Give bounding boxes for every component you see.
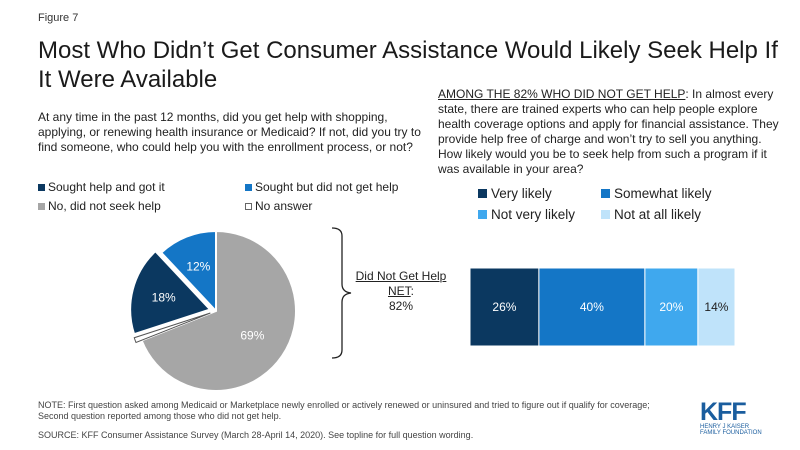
legend-swatch: [601, 189, 610, 198]
legend-item-did-not-seek: No, did not seek help: [38, 199, 161, 213]
pie-label: 69%: [240, 329, 264, 343]
pie-slice-sought-help-and-got-it: [130, 249, 212, 336]
legend-swatch: [245, 183, 252, 191]
bar-segment-not-very-likely: [644, 268, 699, 347]
pie-slice-sought-but-did-not-get-help: [159, 229, 217, 314]
net-label-colon: :: [410, 284, 414, 298]
bar-segment-somewhat-likely: [538, 268, 646, 347]
bar-segment-not-at-all-likely: [697, 268, 736, 347]
net-label-value: 82%: [388, 299, 414, 313]
legend-label: Not at all likely: [614, 207, 702, 222]
net-label-line2: NET: [387, 284, 411, 298]
net-label: Did Not Get Help NET: 82%: [346, 269, 456, 314]
bar-label: 40%: [580, 300, 604, 314]
pie-slice-no-did-not-seek-help: [140, 229, 297, 392]
legend-swatch: [38, 202, 45, 210]
bar-label: 20%: [659, 300, 683, 314]
pie-label: 18%: [152, 291, 176, 305]
legend-item-very-likely: Very likely: [478, 186, 552, 201]
figure-label: Figure 7: [38, 12, 79, 24]
legend-label: No answer: [255, 199, 313, 213]
kff-subtitle: HENRY J KAISER FAMILY FOUNDATION: [700, 424, 770, 436]
legend-swatch: [38, 183, 45, 191]
chart-title: Most Who Didn’t Get Consumer Assistance …: [38, 37, 778, 93]
left-question: At any time in the past 12 months, did y…: [38, 110, 421, 154]
net-label-line2-wrap: NET:: [346, 284, 456, 299]
legend-label: Sought but did not get help: [255, 180, 399, 194]
legend-swatch: [601, 210, 610, 219]
legend-label: Not very likely: [491, 207, 576, 222]
legend-label: Very likely: [491, 186, 552, 201]
legend-item-not-at-all-likely: Not at all likely: [601, 207, 701, 222]
net-label-line1: Did Not Get Help: [355, 269, 447, 283]
kff-subtitle-line2: FAMILY FOUNDATION: [700, 430, 762, 436]
stacked-bar-chart: 26% 40% 20% 14%: [470, 268, 736, 347]
pie-label: 12%: [186, 259, 210, 273]
source: SOURCE: KFF Consumer Assistance Survey (…: [38, 430, 474, 440]
legend-swatch: [478, 189, 487, 198]
bar-label: 14%: [704, 300, 728, 314]
legend-swatch: [478, 210, 487, 219]
legend-label: Somewhat likely: [614, 186, 712, 201]
right-question: AMONG THE 82% WHO DID NOT GET HELP: In a…: [438, 87, 788, 177]
pie-slice-no-answer: [133, 312, 211, 344]
legend-item-somewhat-likely: Somewhat likely: [601, 186, 712, 201]
legend-swatch: [245, 202, 252, 210]
legend-label: No, did not seek help: [48, 199, 161, 213]
legend-item-no-answer: No answer: [245, 199, 312, 213]
legend-label: Sought help and got it: [48, 180, 165, 194]
legend-item-sought-not-got: Sought but did not get help: [245, 180, 398, 194]
pie-chart: 18% 12% 69%: [130, 227, 352, 392]
kff-subtitle-line1: HENRY J KAISER: [700, 424, 750, 430]
bracket: [331, 227, 352, 359]
right-question-lead: AMONG THE 82% WHO DID NOT GET HELP: [438, 87, 686, 101]
legend-item-sought-got: Sought help and got it: [38, 180, 165, 194]
note: NOTE: First question asked among Medicai…: [38, 400, 650, 421]
kff-wordmark: KFF: [700, 398, 747, 426]
right-question-body: : In almost every state, there are train…: [438, 87, 779, 176]
legend-item-not-very-likely: Not very likely: [478, 207, 575, 222]
kff-logo: KFF HENRY J KAISER FAMILY FOUNDATION: [700, 400, 770, 440]
bar-label: 26%: [492, 300, 516, 314]
